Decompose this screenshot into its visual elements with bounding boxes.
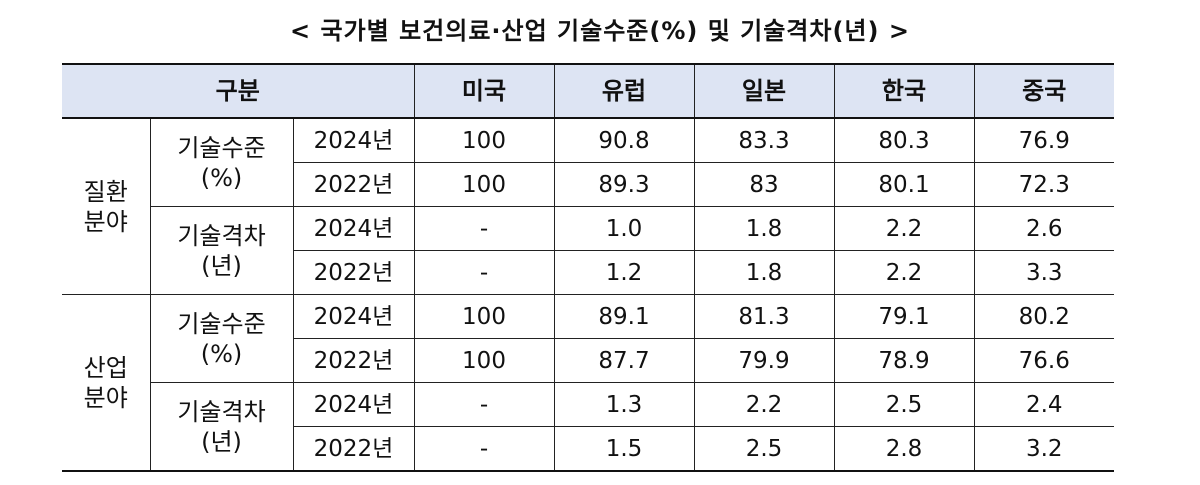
value-japan: 2.2: [693, 382, 835, 427]
year-cell: 2022년: [293, 162, 415, 207]
value-korea: 80.1: [833, 162, 975, 207]
value-china: 2.4: [973, 382, 1114, 427]
value-europe: 1.0: [553, 206, 695, 251]
metric-label-text: 기술격차 (년): [177, 221, 266, 280]
year-cell: 2022년: [293, 426, 415, 472]
table-row: 2022년 - 1.2 1.8 2.2 3.3: [62, 250, 1114, 295]
value-usa: 100: [413, 338, 555, 383]
value-europe: 89.1: [553, 294, 695, 339]
value-japan: 79.9: [693, 338, 835, 383]
tech-level-table: 구분 미국 유럽 일본 한국 중국 질환 분야 기술수준 (%) 2024년 1…: [62, 63, 1114, 472]
value-usa: -: [413, 426, 555, 472]
value-korea: 2.2: [833, 250, 975, 295]
value-korea: 2.8: [833, 426, 975, 472]
value-china: 76.9: [973, 117, 1114, 163]
metric-label-text: 기술격차 (년): [177, 397, 266, 456]
year-cell: 2024년: [292, 382, 415, 427]
table-row: 2022년 100 89.3 83 80.1 72.3: [62, 162, 1114, 207]
value-europe: 89.3: [553, 162, 695, 207]
value-usa: -: [413, 382, 555, 427]
value-usa: 100: [413, 294, 555, 339]
metric-label-text: 기술수준 (%): [177, 309, 266, 368]
year-cell: 2022년: [293, 250, 415, 295]
value-japan: 1.8: [693, 250, 835, 295]
table-row: 2022년 100 87.7 79.9 78.9 76.6: [62, 338, 1114, 383]
field-label-industry: 산업 분야: [62, 294, 151, 472]
value-japan: 1.8: [693, 206, 835, 251]
value-europe: 1.2: [553, 250, 695, 295]
header-country-japan: 일본: [693, 63, 835, 119]
table-title: < 국가별 보건의료·산업 기술수준(%) 및 기술격차(년) >: [290, 17, 910, 45]
table-row: 기술격차 (년) 2024년 - 1.0 1.8 2.2 2.6: [62, 206, 1114, 295]
header-row: 구분 미국 유럽 일본 한국 중국: [62, 63, 1114, 119]
table-row: 산업 분야 기술수준 (%) 2024년 100 89.1 81.3 79.1 …: [62, 294, 1114, 472]
value-japan: 83: [693, 162, 835, 207]
value-korea: 80.3: [833, 117, 975, 163]
value-usa: 100: [413, 117, 555, 163]
value-europe: 1.5: [553, 426, 695, 472]
value-europe: 87.7: [553, 338, 695, 383]
metric-label-tech-level: 기술수준 (%): [149, 294, 294, 383]
value-japan: 2.5: [693, 426, 835, 472]
value-europe: 90.8: [553, 117, 695, 163]
field-label-disease: 질환 분야: [62, 117, 151, 295]
metric-label-tech-gap: 기술격차 (년): [150, 382, 294, 472]
header-country-china: 중국: [973, 63, 1114, 119]
value-korea: 78.9: [833, 338, 975, 383]
value-korea: 79.1: [833, 294, 975, 339]
value-europe: 1.3: [553, 382, 695, 427]
value-china: 72.3: [973, 162, 1114, 207]
value-china: 80.2: [973, 294, 1114, 339]
field-label-text: 산업 분야: [83, 353, 128, 412]
value-usa: 100: [413, 162, 555, 207]
year-cell: 2024년: [292, 206, 415, 251]
table-row: 질환 분야 기술수준 (%) 2024년 100 90.8 83.3 80.3 …: [62, 117, 1114, 295]
header-country-usa: 미국: [413, 63, 555, 119]
value-china: 3.2: [973, 426, 1114, 472]
value-japan: 81.3: [693, 294, 835, 339]
value-usa: -: [413, 206, 555, 251]
header-country-korea: 한국: [833, 63, 975, 119]
table-row: 기술격차 (년) 2024년 - 1.3 2.2 2.5 2.4: [62, 382, 1114, 472]
header-category: 구분: [62, 63, 415, 119]
year-cell: 2024년: [292, 117, 415, 163]
header-country-europe: 유럽: [553, 63, 695, 119]
year-cell: 2024년: [292, 294, 415, 339]
value-japan: 83.3: [693, 117, 835, 163]
metric-label-tech-level: 기술수준 (%): [149, 117, 294, 207]
value-korea: 2.5: [833, 382, 975, 427]
metric-label-text: 기술수준 (%): [177, 133, 266, 192]
year-cell: 2022년: [293, 338, 415, 383]
value-china: 3.3: [973, 250, 1114, 295]
value-korea: 2.2: [833, 206, 975, 251]
value-china: 76.6: [973, 338, 1114, 383]
table-row: 2022년 - 1.5 2.5 2.8 3.2: [62, 426, 1114, 472]
field-label-text: 질환 분야: [83, 177, 128, 236]
metric-label-tech-gap: 기술격차 (년): [150, 206, 294, 295]
value-china: 2.6: [973, 206, 1114, 251]
value-usa: -: [413, 250, 555, 295]
